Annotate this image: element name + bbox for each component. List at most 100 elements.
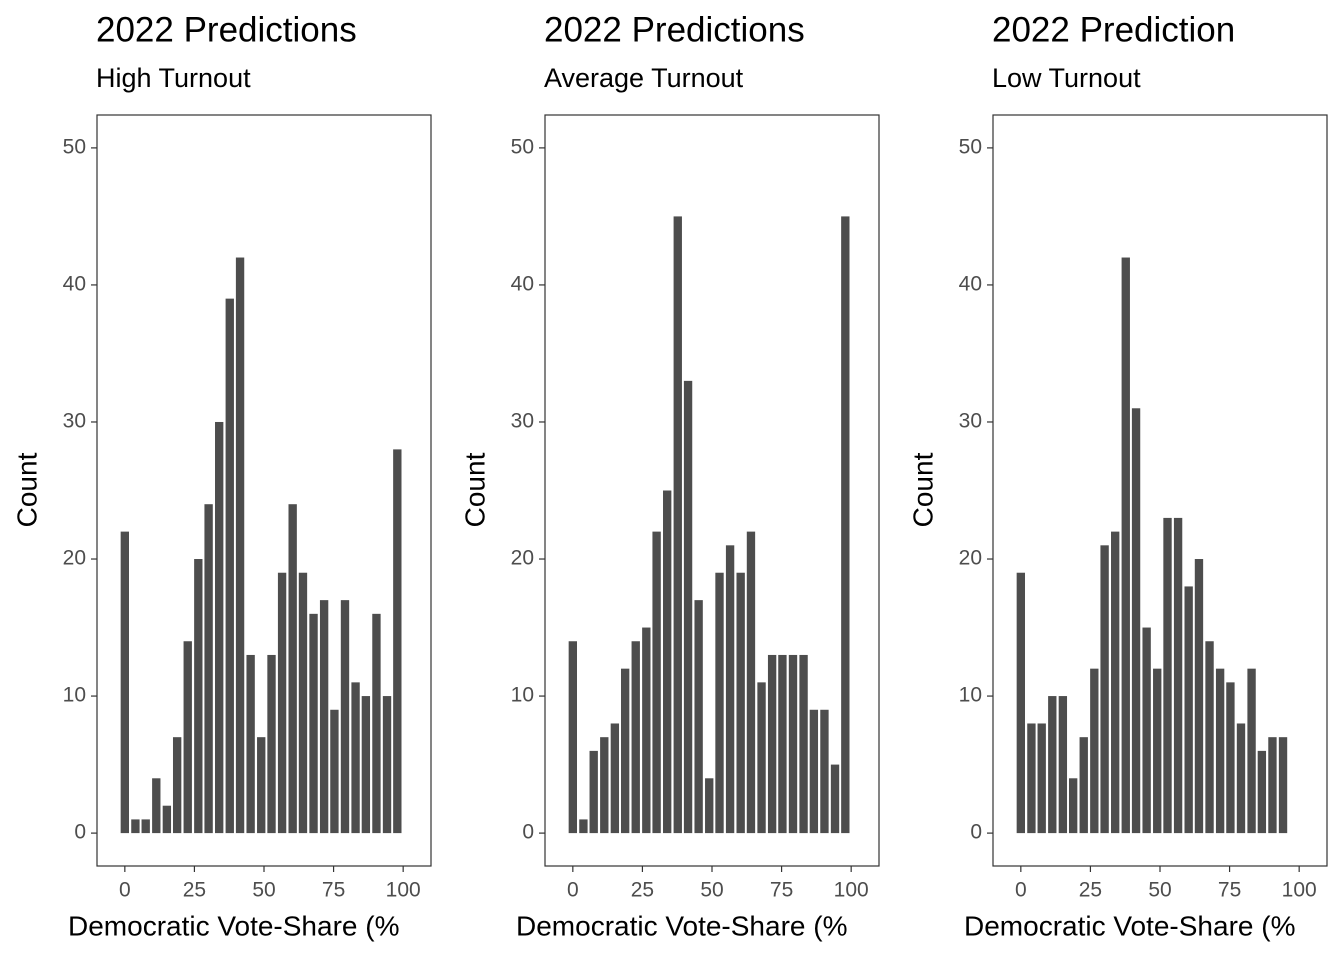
bar: [372, 613, 381, 834]
bar: [673, 216, 682, 834]
bar: [319, 600, 329, 834]
bar: [568, 641, 578, 834]
chart-subtitle: High Turnout: [96, 63, 251, 93]
bar: [1027, 723, 1036, 834]
bar: [1142, 627, 1151, 834]
panel: 2022 Predictions Average Turnout 0 10 20 30 40…: [459, 10, 880, 941]
bar: [1121, 257, 1130, 834]
bar: [1100, 545, 1109, 834]
bar: [642, 627, 651, 834]
y-tick-label: 20: [511, 547, 534, 570]
chart-subtitle: Average Turnout: [544, 63, 744, 93]
x-tick-label: 50: [252, 879, 275, 902]
bar: [393, 449, 402, 834]
bar: [235, 257, 245, 834]
bar: [330, 709, 339, 834]
bar: [277, 572, 287, 834]
bar: [1247, 668, 1256, 834]
bar: [309, 613, 318, 834]
bar: [579, 819, 588, 834]
x-tick-label: 100: [1282, 879, 1317, 902]
bar: [162, 805, 172, 834]
x-tick-label: 25: [631, 879, 654, 902]
bar: [830, 764, 840, 834]
bar: [715, 572, 724, 834]
x-tick-label: 50: [700, 879, 723, 902]
bar: [778, 654, 787, 834]
bar: [809, 709, 819, 834]
y-tick-label: 50: [511, 135, 534, 158]
x-tick-label: 100: [386, 879, 421, 902]
bar: [841, 216, 850, 834]
bar: [1163, 517, 1172, 834]
bar: [1153, 668, 1162, 834]
y-tick-label: 20: [63, 547, 86, 570]
bar: [663, 490, 672, 834]
y-tick-label: 10: [63, 684, 86, 707]
y-axis-label: Count: [459, 452, 490, 527]
x-tick-label: 100: [834, 879, 869, 902]
bar: [351, 682, 360, 834]
bar: [1184, 586, 1193, 834]
x-tick-label: 25: [183, 879, 206, 902]
bar: [1111, 531, 1120, 834]
bar: [1257, 750, 1267, 834]
bar: [820, 709, 829, 834]
bar: [788, 654, 798, 834]
bar: [183, 641, 192, 834]
y-tick-label: 10: [959, 684, 982, 707]
bar: [298, 572, 308, 834]
bar: [746, 531, 756, 834]
y-tick-label: 10: [511, 684, 534, 707]
x-tick-label: 50: [1148, 879, 1171, 902]
bar: [141, 819, 150, 834]
bar: [620, 668, 630, 834]
x-axis-label: Democratic Vote-Share (%: [516, 910, 847, 941]
bar: [683, 380, 693, 834]
bar: [382, 696, 392, 834]
bar: [1278, 737, 1288, 834]
y-tick-label: 0: [74, 821, 86, 844]
bar: [246, 654, 255, 834]
bar: [600, 737, 609, 834]
bar: [1068, 778, 1078, 834]
bar: [631, 641, 640, 834]
y-tick-label: 30: [511, 410, 534, 433]
bar: [194, 559, 203, 834]
x-axis-label: Democratic Vote-Share (%: [68, 910, 399, 941]
bar: [1215, 668, 1225, 834]
bar: [610, 723, 620, 834]
bar: [1268, 737, 1277, 834]
x-tick-label: 75: [322, 879, 345, 902]
y-tick-label: 40: [511, 272, 534, 295]
chart-title: 2022 Predictions: [96, 10, 357, 49]
bar: [1048, 696, 1057, 834]
bar: [725, 545, 735, 834]
chart-title: 2022 Predictions: [544, 10, 805, 49]
y-tick-label: 0: [522, 821, 534, 844]
y-tick-label: 50: [63, 135, 86, 158]
bar: [1079, 737, 1088, 834]
bar: [1058, 696, 1068, 834]
bar: [152, 778, 161, 834]
bar: [340, 600, 350, 834]
y-tick-label: 0: [970, 821, 982, 844]
x-tick-label: 25: [1079, 879, 1102, 902]
panel: 2022 Predictions High Turnout 0 10 20 30 40 50 0…: [11, 10, 432, 941]
bar: [1173, 517, 1183, 834]
y-tick-label: 30: [63, 410, 86, 433]
bar: [1236, 723, 1246, 834]
bar: [288, 504, 297, 834]
bar: [215, 421, 224, 834]
panel: 2022 Prediction Low Turnout 0 10 20 30 40 50 0 25…: [907, 10, 1328, 941]
bar: [694, 600, 703, 834]
bar: [225, 298, 234, 834]
y-axis-label: Count: [11, 452, 42, 527]
bar: [767, 654, 777, 834]
bar: [1090, 668, 1099, 834]
bar: [1131, 408, 1141, 834]
x-tick-label: 75: [1218, 879, 1241, 902]
bar: [652, 531, 661, 834]
chart-title: 2022 Prediction: [992, 10, 1235, 49]
